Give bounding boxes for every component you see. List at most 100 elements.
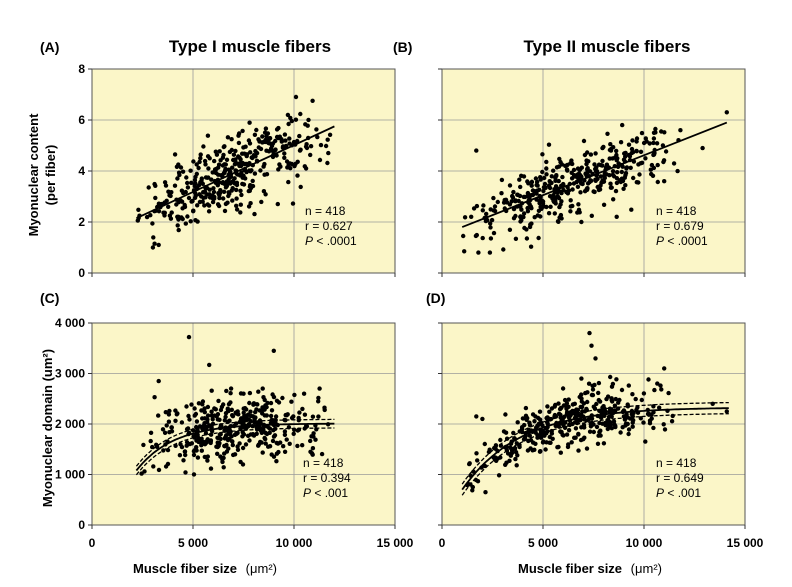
data-point	[247, 438, 252, 443]
data-point	[462, 215, 468, 220]
data-point	[469, 214, 474, 219]
x-tick-label: 15 000	[727, 536, 764, 550]
data-point	[174, 412, 179, 417]
data-point	[643, 439, 648, 444]
data-point	[584, 446, 590, 451]
data-point	[183, 189, 188, 195]
data-point	[589, 213, 594, 218]
x-tick-label: 10 000	[626, 536, 663, 550]
y-tick-label: 2	[78, 215, 85, 229]
data-point	[205, 454, 210, 459]
data-point	[539, 206, 544, 211]
data-point	[175, 223, 180, 228]
data-point	[591, 429, 596, 435]
data-point	[195, 203, 200, 208]
data-point	[247, 188, 252, 193]
data-point	[285, 412, 290, 417]
data-point	[254, 407, 259, 412]
data-point	[474, 414, 479, 419]
data-point	[247, 400, 252, 406]
data-point	[205, 424, 210, 429]
data-point	[230, 178, 236, 184]
data-point	[630, 392, 635, 397]
data-point	[266, 140, 271, 146]
data-point	[224, 449, 230, 454]
data-point	[570, 187, 575, 192]
data-point	[264, 172, 270, 177]
data-point	[325, 137, 330, 142]
data-point	[252, 132, 258, 137]
data-point	[247, 390, 253, 396]
data-point	[234, 180, 240, 185]
data-point	[217, 432, 223, 437]
data-point	[166, 419, 172, 424]
data-point	[252, 153, 258, 159]
data-point	[264, 413, 269, 418]
data-point	[322, 407, 327, 413]
data-point	[165, 447, 171, 453]
y-tick-label: 8	[78, 62, 85, 76]
data-point	[185, 426, 191, 431]
data-point	[608, 181, 613, 186]
data-point	[590, 387, 596, 392]
data-point	[573, 426, 579, 431]
scatter-points	[135, 94, 333, 250]
data-point	[195, 219, 200, 224]
data-point	[205, 404, 211, 410]
stats-line: P < .001	[656, 486, 701, 500]
data-point	[247, 141, 253, 146]
data-point	[236, 140, 242, 146]
data-point	[542, 175, 547, 181]
data-point	[551, 168, 556, 173]
y-tick-label: 2 000	[55, 417, 85, 431]
data-point	[248, 150, 253, 155]
data-point	[212, 158, 217, 164]
data-point	[566, 397, 571, 402]
data-point	[518, 204, 523, 209]
data-point	[657, 405, 662, 410]
data-point	[595, 176, 600, 182]
data-point	[240, 434, 245, 439]
data-point	[202, 158, 208, 164]
data-point	[496, 473, 502, 478]
data-point	[511, 189, 516, 195]
data-point	[619, 387, 625, 393]
data-point	[541, 185, 547, 190]
data-point	[286, 179, 291, 185]
data-point	[513, 450, 519, 455]
data-point	[240, 462, 246, 467]
data-point	[548, 204, 553, 209]
data-point	[260, 450, 265, 455]
data-point	[180, 169, 186, 174]
data-point	[521, 211, 527, 216]
data-point	[216, 203, 222, 209]
data-point	[185, 180, 190, 186]
data-point	[291, 414, 296, 419]
data-point	[270, 438, 276, 444]
data-point	[564, 404, 570, 409]
data-point	[608, 374, 613, 380]
data-point	[228, 391, 233, 396]
data-point	[207, 362, 212, 368]
data-point	[474, 451, 479, 456]
data-point	[662, 179, 667, 184]
data-point	[484, 211, 489, 217]
data-point	[308, 438, 313, 444]
data-point	[576, 448, 581, 453]
data-point	[589, 178, 594, 183]
data-point	[631, 175, 636, 181]
data-point	[195, 455, 201, 460]
data-point	[474, 232, 479, 238]
data-point	[303, 144, 309, 149]
data-point	[654, 141, 660, 146]
data-point	[525, 209, 531, 214]
data-point	[579, 412, 584, 417]
x-tick-label: 5 000	[178, 536, 208, 550]
data-point	[609, 414, 614, 419]
data-point	[248, 432, 253, 437]
data-point	[274, 398, 280, 403]
data-point	[282, 151, 287, 156]
data-point	[235, 430, 240, 436]
data-point	[179, 420, 185, 425]
